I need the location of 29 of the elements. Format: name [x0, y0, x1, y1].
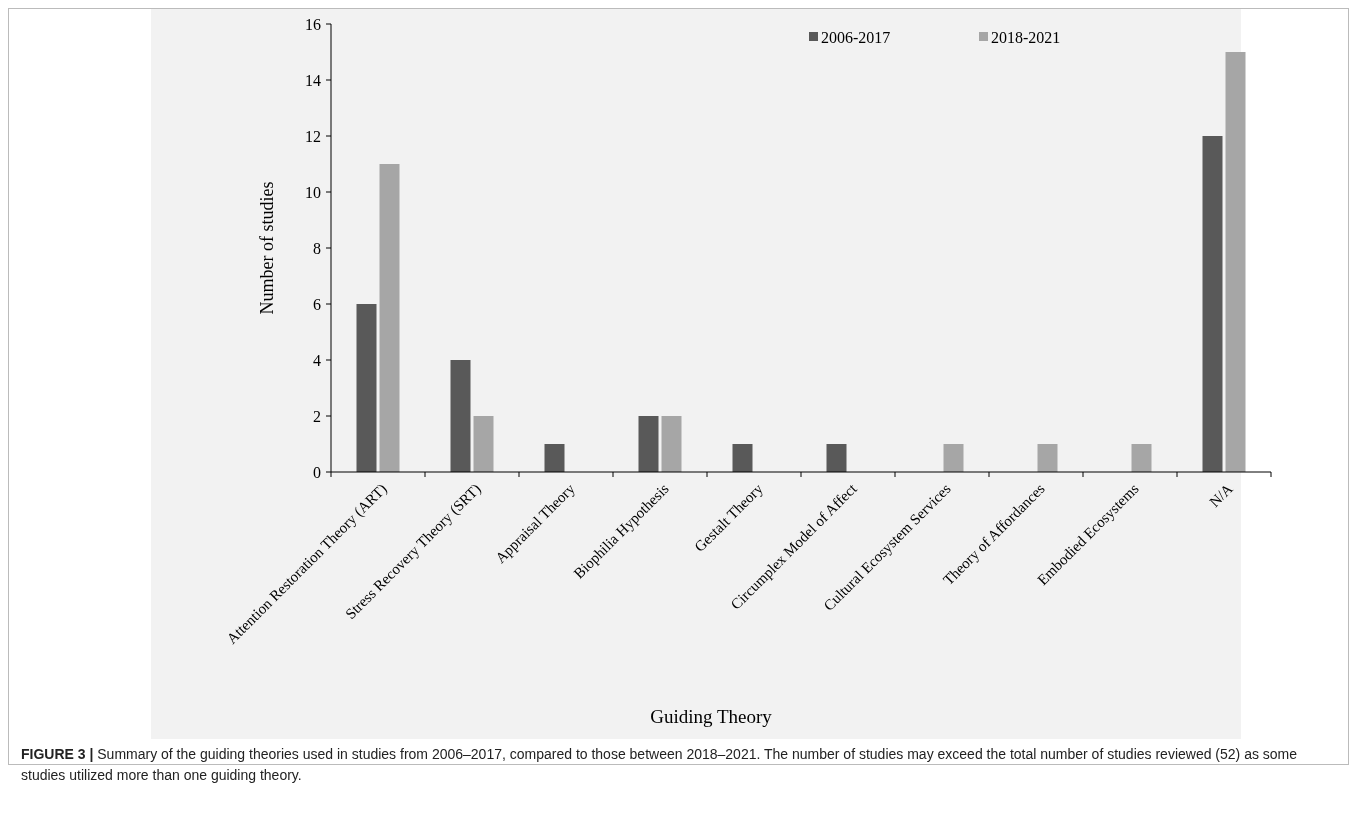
bar — [1131, 444, 1152, 472]
caption: FIGURE 3 | Summary of the guiding theories used in studies from 2006–2017, compared to those between 2018–2021. The number of studies may exceed the total number of studies reviewed (52) as some studies utilized more than one guiding theory. — [21, 745, 1299, 785]
bar — [356, 304, 377, 472]
bar — [379, 164, 400, 472]
y-tick-label: 8 — [313, 239, 321, 257]
x-tick-label: N/A — [1206, 480, 1236, 511]
bar — [826, 444, 847, 472]
bar — [473, 416, 494, 472]
bar — [1037, 444, 1058, 472]
y-tick-label: 6 — [313, 295, 321, 313]
y-tick-label: 0 — [313, 463, 321, 481]
y-tick-label: 14 — [305, 71, 321, 89]
bar — [732, 444, 753, 472]
legend-label: 2006-2017 — [821, 28, 891, 46]
y-tick-label: 2 — [313, 407, 321, 425]
legend-label: 2018-2021 — [991, 28, 1061, 46]
y-axis-title: Number of studies — [257, 181, 277, 315]
y-tick-label: 10 — [305, 183, 321, 201]
y-tick-label: 16 — [305, 15, 321, 33]
bar — [1202, 136, 1223, 472]
bar — [1225, 52, 1246, 472]
bar — [943, 444, 964, 472]
bar — [638, 416, 659, 472]
bar — [544, 444, 565, 472]
x-axis-title: Guiding Theory — [650, 706, 773, 727]
y-tick-label: 12 — [305, 127, 321, 145]
y-tick-label: 4 — [313, 351, 321, 369]
bar — [450, 360, 471, 472]
bar — [661, 416, 682, 472]
